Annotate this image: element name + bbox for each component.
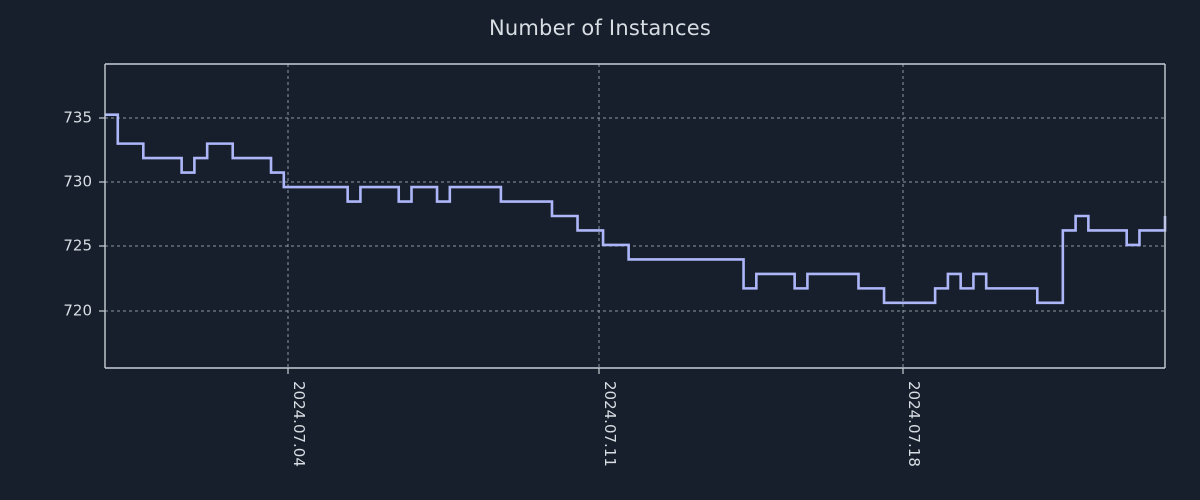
ytick-label-735: 735: [63, 109, 92, 127]
x-axis-ticks: [287, 368, 904, 374]
xtick-label-0: 2024.07.04: [290, 381, 308, 467]
vertical-gridlines: [287, 64, 904, 368]
data-series-line: [105, 113, 1167, 305]
axis-spines: [104, 63, 1166, 369]
horizontal-gridlines: [105, 117, 1165, 312]
plot-background: [105, 64, 1165, 368]
ytick-label-725: 725: [63, 237, 92, 255]
ytick-label-730: 730: [63, 173, 92, 191]
ytick-label-720: 720: [63, 302, 92, 320]
xtick-label-2: 2024.07.18: [905, 381, 923, 467]
page-title: Number of Instances: [488, 16, 711, 40]
xtick-label-1: 2024.07.11: [601, 381, 619, 467]
y-axis-ticks: [99, 117, 105, 312]
